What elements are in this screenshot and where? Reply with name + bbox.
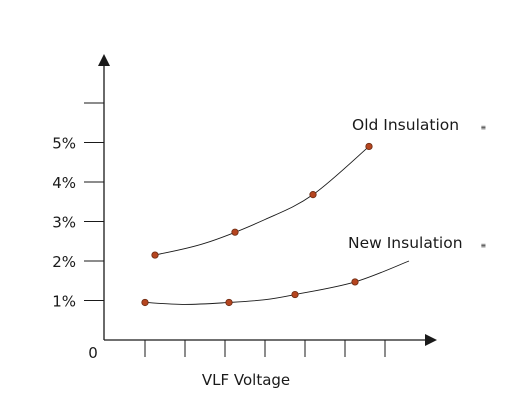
series-curve-old-insulation xyxy=(154,146,370,256)
data-point-old-insulation xyxy=(151,251,159,259)
x-ticks xyxy=(144,340,386,357)
x-axis-title: VLF Voltage xyxy=(202,371,290,389)
axes xyxy=(98,54,437,346)
series-label-new: New Insulation xyxy=(348,234,463,252)
data-point-new-insulation xyxy=(291,290,299,299)
origin-label: 0 xyxy=(88,344,98,362)
y-tick-label: 5% xyxy=(52,135,76,153)
data-point-new-insulation xyxy=(351,278,359,286)
x-axis-arrow xyxy=(425,334,437,346)
series-glyph-new: ≡ xyxy=(481,241,486,250)
y-tick-label: 1% xyxy=(52,293,76,311)
y-tick-label: 4% xyxy=(52,174,76,192)
y-axis-arrow xyxy=(98,54,110,66)
points xyxy=(141,142,373,307)
curves xyxy=(144,146,410,305)
series-curve-new-insulation xyxy=(144,260,410,305)
data-point-new-insulation xyxy=(141,298,149,307)
series-label-old: Old Insulation xyxy=(352,116,459,134)
y-tick-label: 2% xyxy=(52,253,76,271)
data-point-new-insulation xyxy=(225,298,233,307)
data-point-old-insulation xyxy=(365,142,373,151)
data-point-old-insulation xyxy=(231,228,239,236)
y-tick-label: 3% xyxy=(52,214,76,232)
y-ticks: 1% 2% 3% 4% 5% xyxy=(52,102,104,311)
series-glyph-old: ≡ xyxy=(481,123,486,132)
data-point-old-insulation xyxy=(309,191,317,199)
